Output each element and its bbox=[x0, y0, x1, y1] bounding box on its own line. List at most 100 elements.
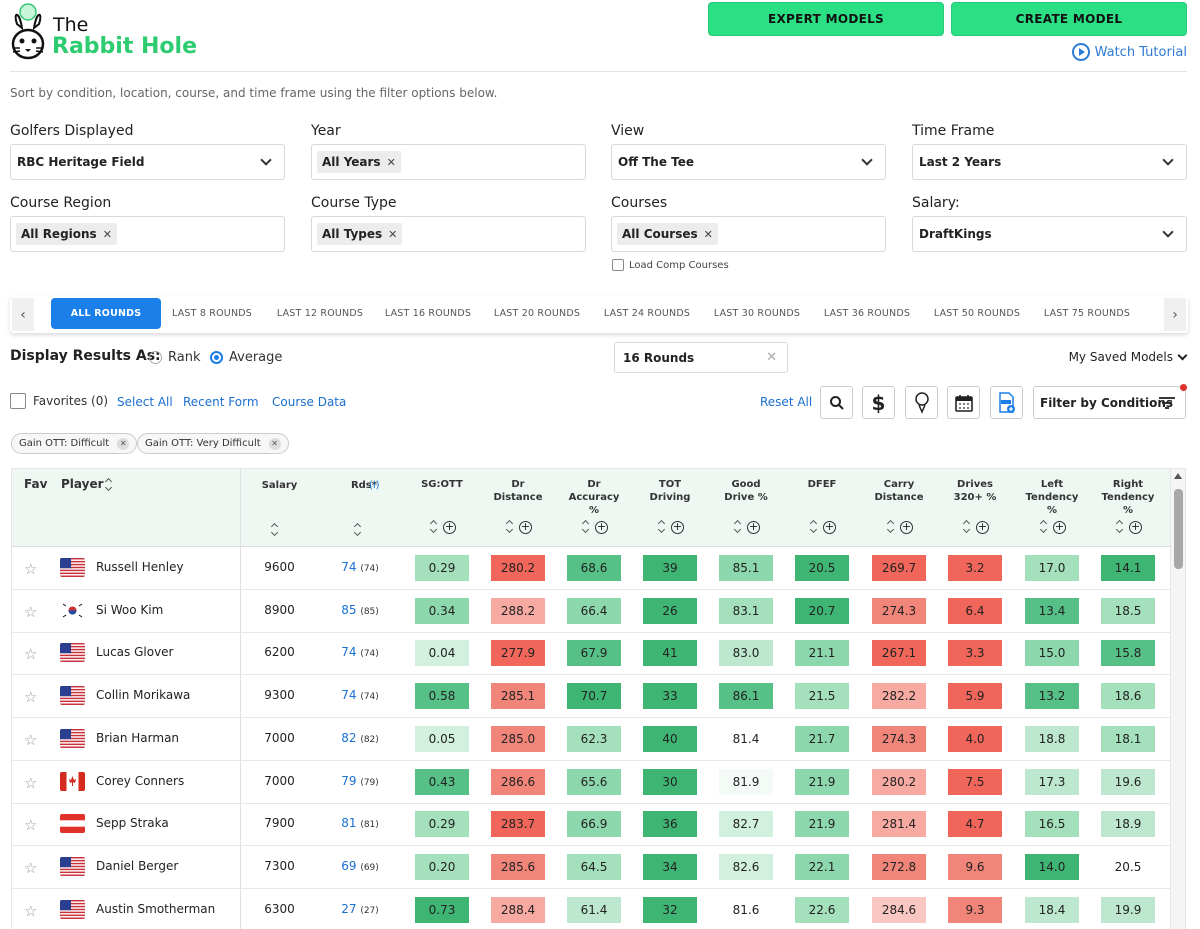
player-rounds[interactable]: 69 (69) bbox=[330, 859, 390, 873]
filter-conditions-button[interactable]: Filter by Conditions bbox=[1033, 384, 1187, 419]
clear-icon[interactable]: ✕ bbox=[766, 350, 777, 365]
col-player[interactable]: Player bbox=[61, 477, 104, 491]
add-column-icon[interactable]: + bbox=[976, 520, 989, 534]
tab-last-8[interactable]: LAST 8 ROUNDS bbox=[171, 308, 252, 319]
star-icon[interactable]: ☆ bbox=[24, 645, 38, 664]
sort-icon[interactable] bbox=[582, 521, 590, 533]
rounds-select[interactable]: 16 Rounds ✕ bbox=[614, 342, 788, 373]
table-row[interactable]: ☆ Sepp Straka 7900 81 (81) 0.29 283.7 66.9 36 82… bbox=[12, 803, 1172, 847]
add-column-icon[interactable]: + bbox=[671, 520, 684, 534]
star-icon[interactable]: ☆ bbox=[24, 688, 38, 707]
close-icon[interactable]: ✕ bbox=[388, 227, 398, 241]
expert-models-button[interactable]: EXPERT MODELS bbox=[708, 2, 944, 36]
brand-logo[interactable]: The Rabbit Hole bbox=[8, 2, 198, 64]
type-chip[interactable]: All Types ✕ bbox=[317, 223, 403, 245]
courses-select[interactable]: All Courses ✕ bbox=[611, 216, 886, 252]
sort-icon[interactable] bbox=[810, 521, 818, 533]
player-name[interactable]: Brian Harman bbox=[96, 730, 180, 745]
export-csv-button[interactable] bbox=[990, 386, 1023, 419]
tab-last-24[interactable]: LAST 24 ROUNDS bbox=[603, 308, 691, 319]
add-column-icon[interactable]: + bbox=[823, 520, 836, 534]
courses-chip[interactable]: All Courses ✕ bbox=[617, 223, 718, 245]
year-chip[interactable]: All Years ✕ bbox=[317, 151, 401, 173]
region-chip[interactable]: All Regions ✕ bbox=[16, 223, 117, 245]
salary-select[interactable]: DraftKings bbox=[912, 216, 1187, 252]
star-icon[interactable]: ☆ bbox=[24, 602, 38, 621]
sort-icon[interactable] bbox=[271, 524, 279, 536]
reset-all-link[interactable]: Reset All bbox=[760, 395, 813, 409]
sort-icon[interactable] bbox=[1116, 521, 1124, 533]
player-name[interactable]: Sepp Straka bbox=[96, 816, 169, 831]
create-model-button[interactable]: CREATE MODEL bbox=[951, 2, 1187, 36]
player-rounds[interactable]: 74 (74) bbox=[330, 560, 390, 574]
add-column-icon[interactable]: + bbox=[595, 520, 608, 534]
chevron-right-icon[interactable]: › bbox=[1164, 298, 1186, 331]
salary-filter-button[interactable]: $ bbox=[862, 386, 895, 419]
favorites-checkbox[interactable] bbox=[10, 393, 26, 409]
table-scrollbar[interactable] bbox=[1170, 469, 1185, 929]
region-select[interactable]: All Regions ✕ bbox=[10, 216, 285, 252]
star-icon[interactable]: ☆ bbox=[24, 730, 38, 749]
info-icon[interactable]: (i) bbox=[369, 480, 380, 491]
golfers-select[interactable]: RBC Heritage Field bbox=[10, 144, 285, 180]
close-icon[interactable]: ✕ bbox=[268, 437, 281, 450]
condition-tag[interactable]: Gain OTT: Very Difficult ✕ bbox=[137, 433, 289, 454]
table-row[interactable]: ☆ Collin Morikawa 9300 74 (74) 0.58 285.1 70.7… bbox=[12, 675, 1172, 719]
view-select[interactable]: Off The Tee bbox=[611, 144, 886, 180]
sort-icon[interactable] bbox=[963, 521, 971, 533]
sort-icon[interactable] bbox=[887, 521, 895, 533]
player-name[interactable]: Corey Conners bbox=[96, 773, 185, 788]
player-name[interactable]: Russell Henley bbox=[96, 560, 184, 574]
search-button[interactable] bbox=[820, 386, 853, 419]
close-icon[interactable]: ✕ bbox=[117, 437, 130, 450]
star-icon[interactable]: ☆ bbox=[24, 773, 38, 792]
radio-average[interactable]: Average bbox=[210, 350, 282, 365]
player-rounds[interactable]: 82 (82) bbox=[330, 731, 390, 745]
player-rounds[interactable]: 85 (85) bbox=[330, 603, 390, 617]
course-data-link[interactable]: Course Data bbox=[272, 395, 347, 409]
watch-tutorial-link[interactable]: Watch Tutorial bbox=[1071, 43, 1187, 61]
year-select[interactable]: All Years ✕ bbox=[311, 144, 586, 180]
tab-last-75[interactable]: LAST 75 ROUNDS bbox=[1043, 308, 1131, 319]
close-icon[interactable]: ✕ bbox=[703, 227, 713, 241]
condition-tag[interactable]: Gain OTT: Difficult ✕ bbox=[11, 433, 138, 454]
sort-icon[interactable] bbox=[658, 521, 666, 533]
star-icon[interactable]: ☆ bbox=[24, 560, 38, 578]
player-rounds[interactable]: 79 (79) bbox=[330, 774, 390, 788]
add-column-icon[interactable]: + bbox=[747, 520, 760, 534]
tab-last-12[interactable]: LAST 12 ROUNDS bbox=[276, 308, 364, 319]
player-name[interactable]: Daniel Berger bbox=[96, 858, 179, 873]
add-column-icon[interactable]: + bbox=[1053, 520, 1066, 534]
player-rounds[interactable]: 74 (74) bbox=[330, 645, 390, 659]
star-icon[interactable]: ☆ bbox=[24, 858, 38, 877]
table-row[interactable]: ☆ Austin Smotherman 6300 27 (27) 0.73 288.4 61… bbox=[12, 889, 1172, 929]
player-name[interactable]: Lucas Glover bbox=[96, 645, 174, 660]
table-row[interactable]: ☆ Russell Henley 9600 74 (74) 0.29 280.2 68.6 3… bbox=[12, 547, 1172, 590]
player-rounds[interactable]: 27 (27) bbox=[330, 902, 390, 916]
course-filter-button[interactable] bbox=[905, 386, 938, 419]
sort-icon[interactable] bbox=[506, 521, 514, 533]
scroll-thumb[interactable] bbox=[1174, 489, 1183, 569]
close-icon[interactable]: ✕ bbox=[102, 227, 112, 241]
player-rounds[interactable]: 74 (74) bbox=[330, 688, 390, 702]
player-name[interactable]: Austin Smotherman bbox=[96, 901, 216, 916]
table-row[interactable]: ☆ Daniel Berger 7300 69 (69) 0.20 285.6 64.5 34… bbox=[12, 846, 1172, 889]
saved-models-dropdown[interactable]: My Saved Models bbox=[1069, 350, 1188, 364]
radio-average-circle[interactable] bbox=[210, 351, 223, 364]
sort-icon[interactable] bbox=[430, 521, 438, 533]
course-type-select[interactable]: All Types ✕ bbox=[311, 216, 586, 252]
sort-icon[interactable] bbox=[354, 524, 362, 536]
recent-form-link[interactable]: Recent Form bbox=[183, 395, 259, 409]
player-rounds[interactable]: 81 (81) bbox=[330, 816, 390, 830]
table-row[interactable]: ☆ Si Woo Kim 8900 85 (85) 0.34 288.2 66.4 26 83.… bbox=[12, 590, 1172, 633]
star-icon[interactable]: ☆ bbox=[24, 816, 38, 835]
tab-last-50[interactable]: LAST 50 ROUNDS bbox=[933, 308, 1021, 319]
sort-icon[interactable] bbox=[105, 479, 113, 491]
sort-icon[interactable] bbox=[1040, 521, 1048, 533]
star-icon[interactable]: ☆ bbox=[24, 901, 38, 920]
add-column-icon[interactable]: + bbox=[443, 520, 456, 534]
sort-icon[interactable] bbox=[734, 521, 742, 533]
timeframe-select[interactable]: Last 2 Years bbox=[912, 144, 1187, 180]
tab-last-30[interactable]: LAST 30 ROUNDS bbox=[713, 308, 801, 319]
tab-last-36[interactable]: LAST 36 ROUNDS bbox=[823, 308, 911, 319]
